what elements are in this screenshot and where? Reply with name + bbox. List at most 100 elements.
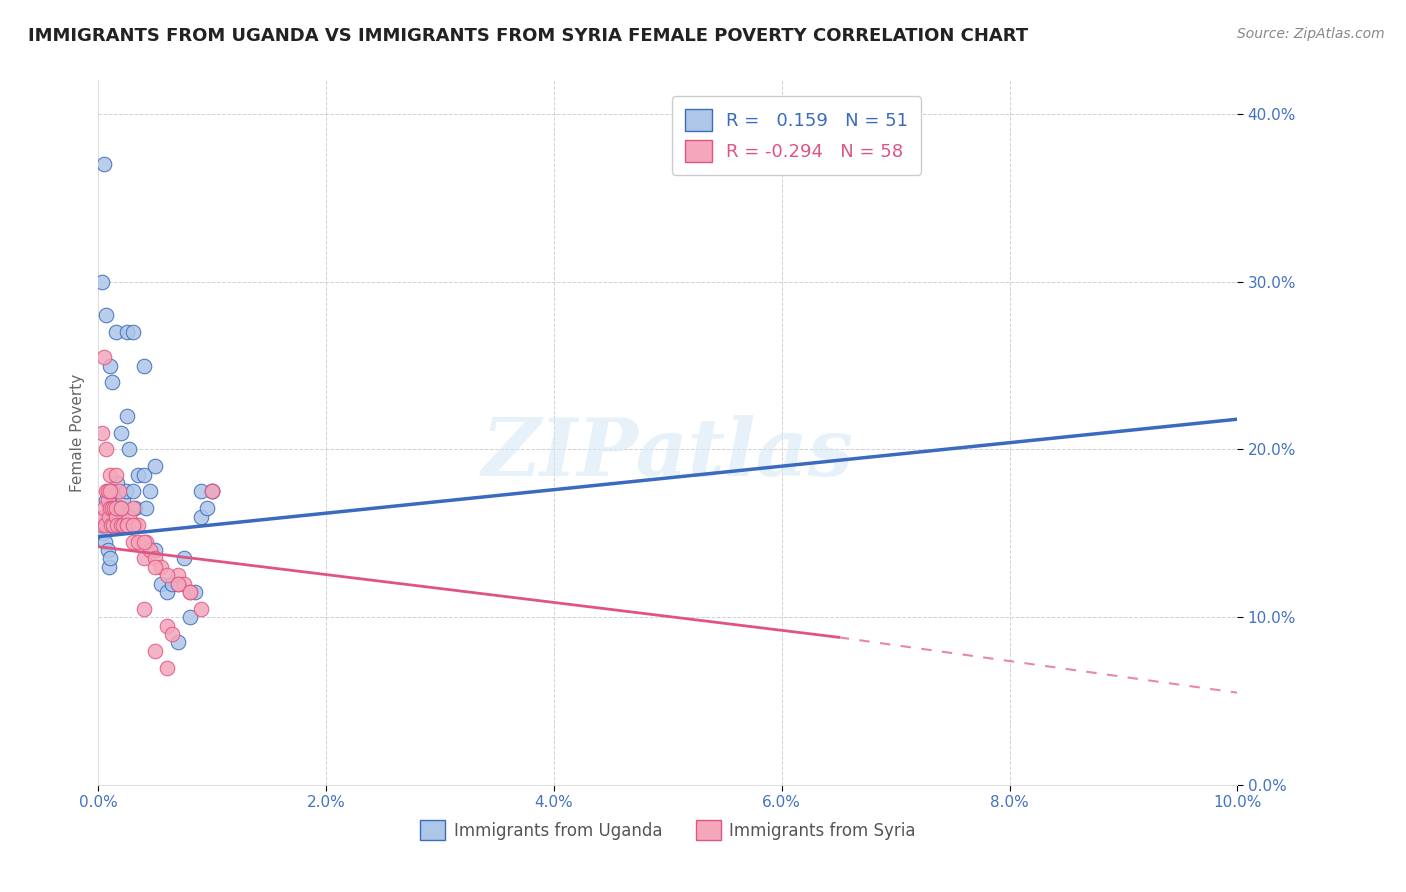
Point — [132, 551, 155, 566]
Point — [121, 325, 143, 339]
Point — [132, 359, 155, 373]
Text: Source: ZipAtlas.com: Source: ZipAtlas.com — [1237, 27, 1385, 41]
Point — [132, 602, 155, 616]
Point — [156, 585, 179, 599]
Point — [91, 526, 114, 541]
Point — [145, 644, 167, 658]
Point — [145, 543, 167, 558]
Point — [201, 484, 224, 499]
Point — [173, 551, 195, 566]
Point — [93, 350, 115, 364]
Point — [91, 509, 114, 524]
Point — [118, 509, 141, 524]
Point — [115, 325, 138, 339]
Point — [145, 551, 167, 566]
Point — [167, 568, 190, 582]
Point — [96, 308, 118, 322]
Point — [104, 509, 127, 524]
Point — [90, 517, 112, 532]
Point — [201, 484, 224, 499]
Point — [124, 501, 146, 516]
Point — [121, 517, 143, 532]
Point — [101, 376, 124, 390]
Point — [118, 442, 141, 457]
Point — [103, 492, 125, 507]
Point — [179, 585, 201, 599]
Point — [98, 467, 121, 482]
Point — [138, 543, 160, 558]
Point — [98, 359, 121, 373]
Point — [110, 425, 132, 440]
Point — [156, 618, 179, 632]
Point — [115, 409, 138, 423]
Point — [97, 559, 120, 574]
Point — [105, 475, 128, 490]
Point — [132, 467, 155, 482]
Point — [101, 484, 124, 499]
Point — [96, 484, 118, 499]
Point — [98, 484, 121, 499]
Point — [93, 509, 115, 524]
Point — [167, 576, 190, 591]
Point — [94, 517, 117, 532]
Point — [135, 534, 157, 549]
Point — [105, 517, 128, 532]
Point — [108, 501, 131, 516]
Point — [90, 517, 112, 532]
Point — [138, 484, 160, 499]
Point — [201, 484, 224, 499]
Point — [103, 517, 125, 532]
Point — [96, 492, 118, 507]
Point — [104, 501, 127, 516]
Point — [167, 635, 190, 649]
Point — [100, 517, 122, 532]
Point — [98, 501, 121, 516]
Text: IMMIGRANTS FROM UGANDA VS IMMIGRANTS FROM SYRIA FEMALE POVERTY CORRELATION CHART: IMMIGRANTS FROM UGANDA VS IMMIGRANTS FRO… — [28, 27, 1028, 45]
Point — [150, 559, 173, 574]
Point — [135, 501, 157, 516]
Point — [127, 517, 149, 532]
Point — [115, 517, 138, 532]
Point — [104, 467, 127, 482]
Point — [195, 501, 218, 516]
Point — [96, 484, 118, 499]
Point — [108, 484, 131, 499]
Point — [96, 492, 118, 507]
Point — [190, 602, 212, 616]
Point — [101, 501, 124, 516]
Point — [127, 534, 149, 549]
Point — [190, 509, 212, 524]
Point — [156, 568, 179, 582]
Point — [110, 501, 132, 516]
Point — [121, 534, 143, 549]
Point — [90, 425, 112, 440]
Point — [104, 325, 127, 339]
Point — [96, 442, 118, 457]
Point — [115, 517, 138, 532]
Point — [179, 585, 201, 599]
Point — [114, 484, 136, 499]
Text: ZIPatlas: ZIPatlas — [482, 415, 853, 492]
Point — [132, 534, 155, 549]
Point — [101, 509, 124, 524]
Point — [98, 551, 121, 566]
Point — [104, 484, 127, 499]
Point — [107, 517, 129, 532]
Point — [162, 576, 184, 591]
Point — [103, 501, 125, 516]
Point — [162, 627, 184, 641]
Point — [97, 509, 120, 524]
Point — [179, 610, 201, 624]
Point — [156, 660, 179, 674]
Point — [145, 459, 167, 474]
Point — [108, 501, 131, 516]
Point — [110, 501, 132, 516]
Point — [90, 275, 112, 289]
Point — [121, 501, 143, 516]
Point — [93, 157, 115, 171]
Point — [93, 501, 115, 516]
Point — [184, 585, 207, 599]
Point — [110, 509, 132, 524]
Point — [124, 517, 146, 532]
Point — [112, 517, 135, 532]
